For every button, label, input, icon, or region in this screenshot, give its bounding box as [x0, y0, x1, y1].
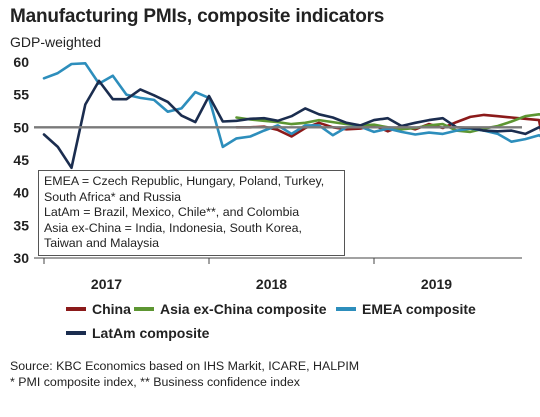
x-tick-label: 2018: [256, 276, 287, 292]
y-tick-label: 55: [13, 87, 29, 103]
footnote-line: * PMI composite index, ** Business confi…: [10, 375, 300, 389]
series-line-emea-composite: [42, 61, 540, 149]
definitions-note: EMEA = Czech Republic, Hungary, Poland, …: [38, 170, 345, 256]
legend-item-latam: LatAm composite: [66, 325, 209, 341]
note-line: LatAm = Brazil, Mexico, Chile**, and Col…: [44, 205, 300, 220]
chart-title: Manufacturing PMIs, composite indicators: [10, 6, 385, 27]
legend-item-asia: Asia ex-China composite: [134, 301, 327, 317]
legend-swatch-latam: [66, 331, 86, 335]
y-tick-label: 30: [13, 250, 29, 266]
x-tick-label: 2017: [91, 276, 122, 292]
y-tick-label: 50: [13, 119, 29, 135]
note-line: South Africa* and Russia: [44, 189, 182, 204]
y-tick-label: 45: [13, 152, 29, 168]
note-line: Asia ex-China = India, Indonesia, South …: [44, 220, 302, 235]
y-tick-label: 35: [13, 217, 29, 233]
y-tick-label: 60: [13, 54, 29, 70]
note-line: EMEA = Czech Republic, Hungary, Poland, …: [44, 174, 325, 188]
source-note: Source: KBC Economics based on IHS Marki…: [10, 358, 359, 390]
legend-swatch-asia: [134, 307, 154, 311]
line-chart: 3035404550556020172018201920202021: [13, 54, 540, 292]
legend-label-latam: LatAm composite: [92, 325, 210, 341]
legend-label-asia: Asia ex-China composite: [160, 301, 327, 317]
source-line: Source: KBC Economics based on IHS Marki…: [10, 359, 360, 373]
chart-subtitle: GDP-weighted: [10, 34, 102, 50]
legend-item-emea: EMEA composite: [336, 301, 476, 317]
x-tick-label: 2019: [421, 276, 452, 292]
legend-label-emea: EMEA composite: [362, 301, 476, 317]
note-line: Taiwan and Malaysia: [44, 236, 160, 251]
series-line-asia-ex-china-composite: [235, 113, 540, 134]
legend-item-china: China: [66, 301, 131, 317]
legend-swatch-emea: [336, 307, 356, 311]
legend-swatch-china: [66, 307, 86, 311]
y-tick-label: 40: [13, 185, 29, 201]
series-line-latam-composite: [42, 79, 540, 170]
legend-label-china: China: [92, 301, 131, 317]
